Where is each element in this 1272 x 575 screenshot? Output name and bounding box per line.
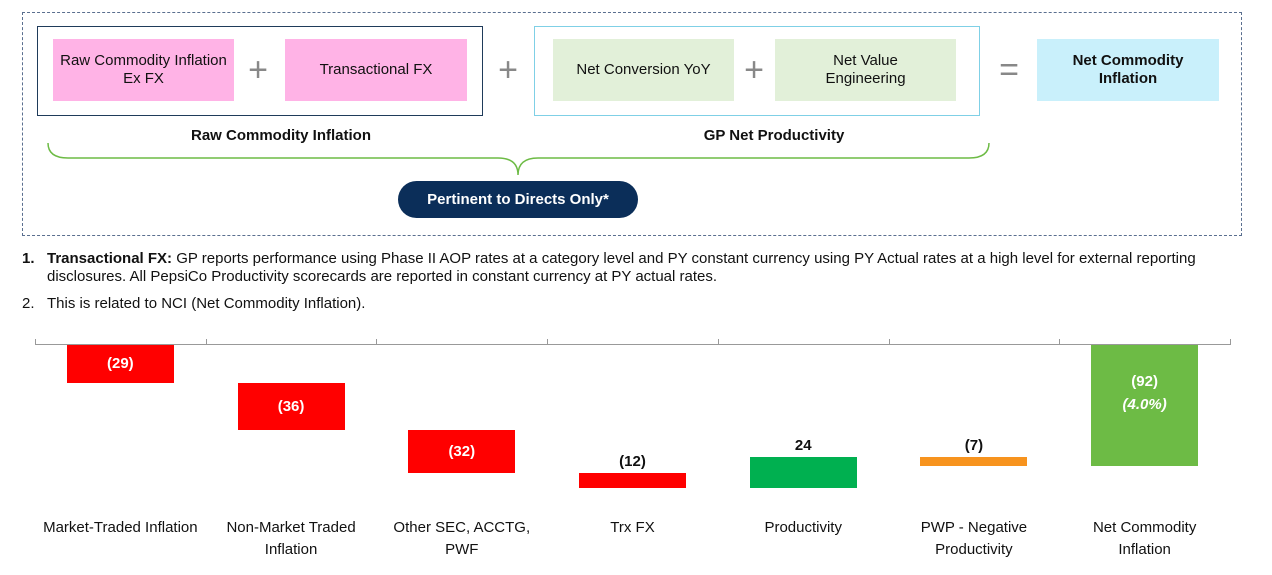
badge: Pertinent to Directs Only* <box>398 181 638 218</box>
x-tick-label: Non-Market Traded Inflation <box>226 519 356 558</box>
value-label: (32) <box>448 442 476 460</box>
x-tick-label: Net Commodity Inflation <box>1092 519 1197 558</box>
note: 2. This is related to NCI (Net Commodity… <box>22 295 1222 313</box>
dashed-frame <box>22 12 1242 236</box>
value-label: (7) <box>964 436 984 454</box>
x-tick-label: Market-Traded Inflation <box>43 519 198 536</box>
brace <box>47 142 990 176</box>
note-text: This is related to NCI (Net Commodity In… <box>47 295 366 312</box>
value-label: (29) <box>107 355 134 373</box>
annotation: (4.0%) <box>1122 396 1167 413</box>
axis-tick <box>205 339 207 345</box>
note-number: 1. <box>22 250 35 267</box>
axis-tick <box>1059 339 1061 345</box>
axis-tick <box>547 339 549 345</box>
formula-box: Net Conversion YoY <box>553 39 734 101</box>
note-text: GP reports performance using Phase II AO… <box>47 250 1196 285</box>
value-label: 24 <box>794 436 812 454</box>
bar <box>920 456 1028 466</box>
group-label: GP Net Productivity <box>703 127 845 144</box>
group-frame <box>37 26 483 116</box>
axis-tick <box>35 339 36 345</box>
bar <box>749 456 857 489</box>
bar <box>1091 345 1199 466</box>
x-tick-label: Productivity <box>764 519 842 536</box>
operator: + <box>248 51 268 89</box>
brace-path <box>47 142 990 176</box>
formula-box: Net Value Engineering <box>775 39 956 101</box>
note: 1. Transactional FX: GP reports performa… <box>22 250 1222 286</box>
bar <box>237 383 345 431</box>
operator: = <box>999 51 1019 89</box>
formula-result: Net Commodity Inflation <box>1037 39 1219 101</box>
axis-tick <box>717 339 719 345</box>
group-frame <box>534 26 980 116</box>
x-tick-label: PWP - Negative Productivity <box>920 519 1028 558</box>
note-number: 2. <box>22 295 35 312</box>
value-label: (36) <box>277 397 305 415</box>
x-tick-label: Trx FX <box>610 519 655 536</box>
bar <box>408 430 516 473</box>
value-label: (12) <box>619 452 646 470</box>
group-label: Raw Commodity Inflation <box>191 127 371 144</box>
axis-tick <box>888 339 890 345</box>
value-label: (92) <box>1131 373 1158 390</box>
axis-tick <box>376 339 378 345</box>
bar <box>66 345 174 384</box>
note-term: Transactional FX: <box>47 250 173 267</box>
axis-line <box>35 344 1230 345</box>
formula-box: Transactional FX <box>285 39 467 101</box>
bar <box>579 472 686 489</box>
operator: + <box>744 51 764 89</box>
formula-box: Raw Commodity Inflation Ex FX <box>53 39 234 101</box>
axis-tick <box>1230 339 1231 345</box>
operator: + <box>498 51 518 89</box>
note-body: Transactional FX: GP reports performance… <box>47 250 1222 286</box>
x-tick-label: Other SEC, ACCTG, PWF <box>393 519 531 558</box>
